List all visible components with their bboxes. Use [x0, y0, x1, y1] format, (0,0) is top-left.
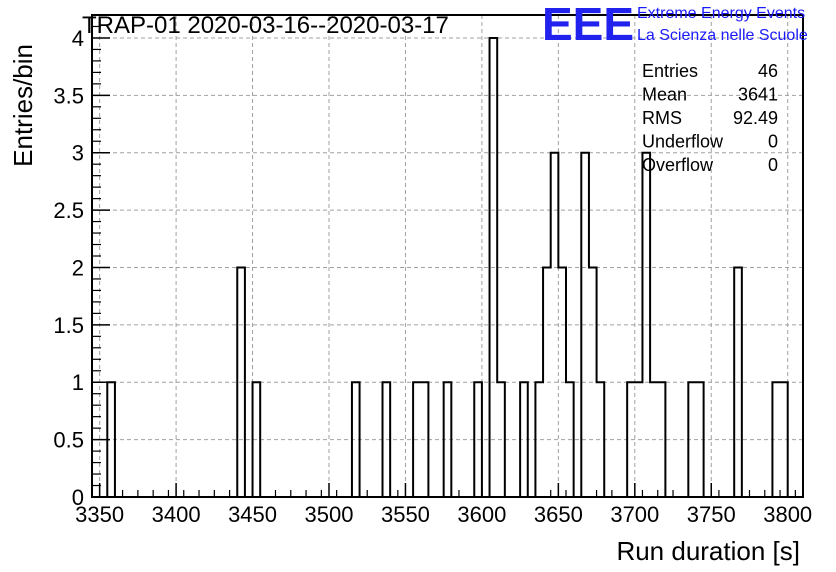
x-tick-label: 3700: [610, 502, 659, 527]
y-tick-label: 2.5: [53, 198, 84, 223]
x-tick-label: 3600: [457, 502, 506, 527]
stat-label: Underflow: [642, 132, 724, 152]
x-tick-label: 3750: [687, 502, 736, 527]
y-tick-label: 3.5: [53, 83, 84, 108]
stat-label: Overflow: [642, 155, 714, 175]
stat-value: 46: [758, 61, 778, 81]
y-axis-title: Entries/bin: [8, 44, 38, 167]
logo-line-1: Extreme Energy Events: [637, 5, 805, 22]
x-tick-label: 3500: [305, 502, 354, 527]
y-tick-label: 0.5: [53, 428, 84, 453]
x-tick-label: 3450: [228, 502, 277, 527]
stat-label: RMS: [642, 108, 682, 128]
y-tick-labels: 0 0.5 1 1.5 2 2.5 3 3.5 4: [53, 26, 84, 510]
x-tick-labels: 3350 3400 3450 3500 3550 3600 3650 3700 3750 3800: [75, 502, 812, 527]
stat-label: Entries: [642, 61, 698, 81]
logo-line-2: La Scienza nelle Scuole: [637, 27, 808, 44]
plot-frame: [91, 14, 804, 498]
y-tick-label: 0: [72, 485, 84, 510]
eee-logo: EEE Extreme Energy Events La Scienza nel…: [542, 0, 808, 50]
stats-box: Entries 46 Mean 3641 RMS 92.49 Underflow 0 Overf…: [642, 61, 778, 175]
y-tick-label: 1.5: [53, 313, 84, 338]
y-tick-label: 3: [72, 141, 84, 166]
chart-title: TRAP-01 2020-03-16--2020-03-17: [82, 12, 449, 39]
stat-value: 92.49: [733, 108, 778, 128]
stat-value: 0: [768, 132, 778, 152]
grid-lines: [92, 15, 803, 498]
x-tick-label: 3400: [152, 502, 201, 527]
x-axis-title: Run duration [s]: [616, 536, 800, 566]
stat-value: 3641: [738, 85, 778, 105]
stat-value: 0: [768, 155, 778, 175]
x-tick-label: 3350: [75, 502, 124, 527]
x-tick-label: 3800: [763, 502, 812, 527]
y-tick-label: 2: [72, 255, 84, 280]
axis-ticks: [91, 14, 796, 498]
x-tick-label: 3550: [381, 502, 430, 527]
y-tick-label: 1: [72, 370, 84, 395]
x-tick-label: 3650: [534, 502, 583, 527]
eee-logo-mark: EEE: [542, 0, 634, 50]
stat-label: Mean: [642, 85, 687, 105]
y-tick-label: 4: [72, 26, 84, 51]
